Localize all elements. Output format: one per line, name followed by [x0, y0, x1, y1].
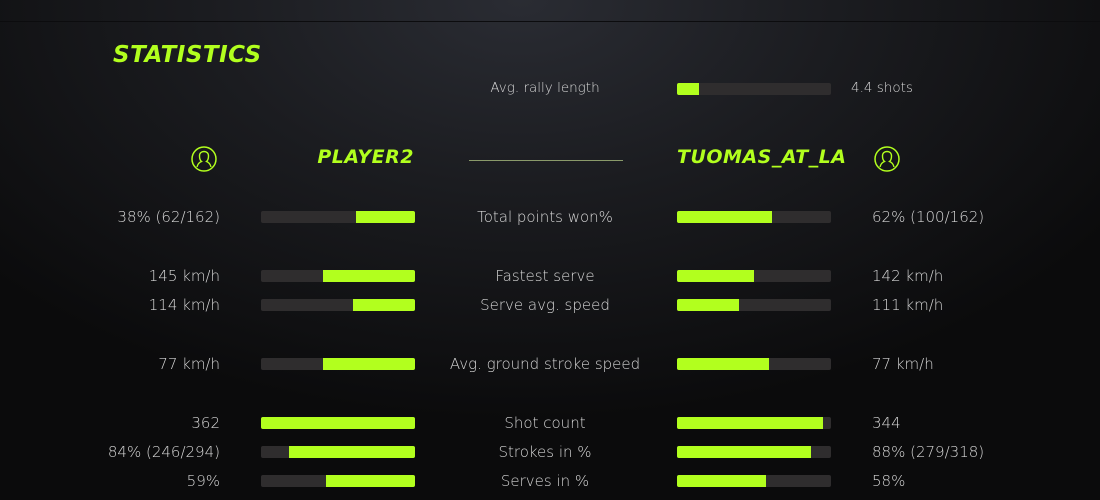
left-bar-fill [322, 270, 415, 282]
right-value: 88% (279/318) [872, 443, 985, 461]
right-bar-fill [677, 270, 754, 282]
left-value: 84% (246/294) [107, 443, 220, 461]
right-bar-fill [677, 211, 773, 223]
right-bar [677, 417, 831, 429]
stat-row: 114 km/h Serve avg. speed 111 km/h [0, 296, 1100, 316]
right-bar-fill [677, 358, 770, 370]
rally-label: Avg. rally length [490, 80, 600, 96]
stat-label: Strokes in % [498, 443, 592, 461]
left-bar [261, 446, 415, 458]
left-value: 114 km/h [148, 296, 220, 314]
left-bar-fill [356, 211, 415, 223]
right-bar-fill [677, 475, 766, 487]
rally-row: Avg. rally length 4.4 shots [0, 80, 1100, 100]
left-bar-fill [325, 475, 415, 487]
left-value: 59% [186, 472, 220, 490]
stat-label: Serve avg. speed [480, 296, 610, 314]
left-bar-fill [322, 358, 415, 370]
left-value: 145 km/h [148, 267, 220, 285]
stat-row: 84% (246/294) Strokes in % 88% (279/318) [0, 443, 1100, 463]
right-value: 62% (100/162) [872, 208, 985, 226]
header-divider [469, 160, 623, 161]
stat-row: 362 Shot count 344 [0, 414, 1100, 434]
right-bar [677, 475, 831, 487]
stat-label: Avg. ground stroke speed [449, 355, 641, 373]
rally-value: 4.4 shots [851, 80, 913, 96]
right-bar [677, 358, 831, 370]
left-value: 77 km/h [158, 355, 220, 373]
left-value: 38% (62/162) [117, 208, 220, 226]
stat-row: 77 km/h Avg. ground stroke speed 77 km/h [0, 355, 1100, 375]
user-icon [874, 146, 900, 172]
left-bar [261, 270, 415, 282]
rally-bar [677, 83, 831, 95]
right-bar [677, 299, 831, 311]
stat-row: 38% (62/162) Total points won% 62% (100/… [0, 208, 1100, 228]
user-icon [191, 146, 217, 172]
stat-label: Shot count [504, 414, 586, 432]
top-divider [0, 21, 1100, 22]
right-value: 58% [872, 472, 906, 490]
left-bar-fill [288, 446, 415, 458]
right-bar [677, 211, 831, 223]
right-player-name: TUOMAS_AT_LA [677, 146, 847, 168]
left-bar [261, 358, 415, 370]
stat-row: 59% Serves in % 58% [0, 472, 1100, 492]
left-bar-fill [353, 299, 415, 311]
right-value: 111 km/h [872, 296, 944, 314]
left-bar [261, 299, 415, 311]
left-bar-fill [261, 417, 415, 429]
right-bar-fill [677, 417, 824, 429]
left-value: 362 [191, 414, 220, 432]
stat-row: 145 km/h Fastest serve 142 km/h [0, 267, 1100, 287]
right-bar-fill [677, 446, 811, 458]
right-value: 344 [872, 414, 901, 432]
left-bar [261, 211, 415, 223]
right-bar [677, 446, 831, 458]
left-bar [261, 475, 415, 487]
right-value: 77 km/h [872, 355, 934, 373]
stat-label: Serves in % [500, 472, 590, 490]
stat-label: Total points won% [477, 208, 613, 226]
page-title: STATISTICS [113, 42, 262, 68]
left-bar [261, 417, 415, 429]
stat-label: Fastest serve [495, 267, 595, 285]
rally-bar-fill [677, 83, 699, 95]
left-player-name: PLAYER2 [317, 146, 414, 168]
right-bar-fill [677, 299, 739, 311]
right-bar [677, 270, 831, 282]
right-value: 142 km/h [872, 267, 944, 285]
